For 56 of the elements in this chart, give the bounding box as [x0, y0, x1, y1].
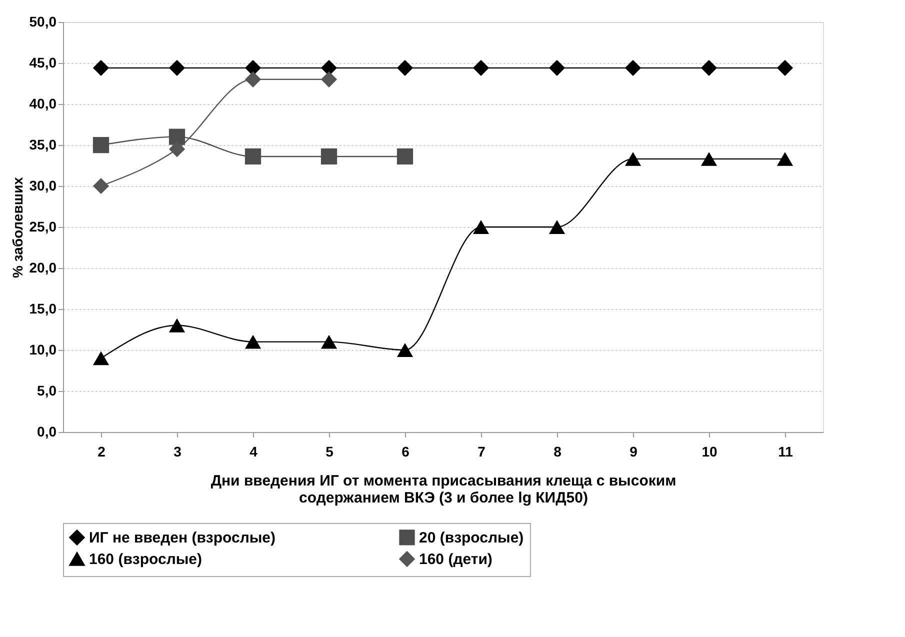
point: [320, 60, 338, 76]
point: [244, 148, 262, 165]
x-tick-label: 9: [630, 444, 638, 460]
point: [396, 148, 414, 165]
point: [320, 148, 338, 165]
x-tick-label: 7: [478, 444, 486, 460]
point: [168, 141, 186, 158]
point: [700, 152, 718, 166]
x-tick-label: 5: [326, 444, 334, 460]
point: [244, 60, 262, 76]
legend-label: 20 (взрослые): [419, 529, 524, 546]
x-axis-title: Дни введения ИГ от момента присасывания клеща с высоким содержанием ВКЭ (3 и более lg КИД50): [210, 472, 676, 506]
point: [92, 351, 110, 366]
y-tick-label: 10,0: [29, 342, 57, 358]
y-tick-label: 0,0: [37, 424, 57, 440]
point: [244, 334, 262, 349]
point: [548, 60, 566, 76]
y-tick-label: 50,0: [29, 14, 57, 30]
point: [624, 60, 642, 76]
x-tick-label: 2: [98, 444, 106, 460]
y-tick-label: 35,0: [29, 136, 57, 152]
point: [168, 60, 186, 76]
x-tick-label: 8: [554, 444, 562, 460]
point: [624, 152, 642, 166]
y-tick-label: 20,0: [29, 260, 57, 276]
point: [472, 220, 490, 234]
y-tick-label: 30,0: [29, 178, 57, 194]
legend-label: 160 (взрослые): [89, 551, 202, 568]
x-tick-label: 10: [702, 444, 718, 460]
point: [776, 152, 794, 166]
y-tick-label: 25,0: [29, 218, 57, 234]
legend-label: ИГ не введен (взрослые): [89, 529, 276, 546]
point: [472, 60, 490, 76]
point: [244, 71, 262, 88]
y-tick-label: 40,0: [29, 96, 57, 112]
point: [320, 334, 338, 349]
y-axis-title: % заболевших: [9, 176, 26, 278]
point: [776, 60, 794, 76]
x-tick-label: 11: [778, 444, 794, 460]
point: [92, 136, 110, 154]
y-tick-label: 5,0: [37, 382, 57, 398]
y-tick-label: 45,0: [29, 54, 57, 70]
point: [92, 178, 110, 194]
point: [168, 128, 186, 145]
point: [700, 60, 718, 76]
point: [92, 60, 110, 76]
point: [548, 220, 566, 234]
x-tick-label: 6: [402, 444, 410, 460]
legend-label: 160 (дети): [419, 551, 492, 568]
point: [396, 60, 414, 76]
point: [320, 71, 338, 88]
y-tick-label: 15,0: [29, 300, 57, 316]
point: [168, 318, 186, 332]
point: [396, 343, 414, 357]
x-tick-label: 4: [250, 444, 258, 460]
x-tick-label: 3: [174, 444, 182, 460]
